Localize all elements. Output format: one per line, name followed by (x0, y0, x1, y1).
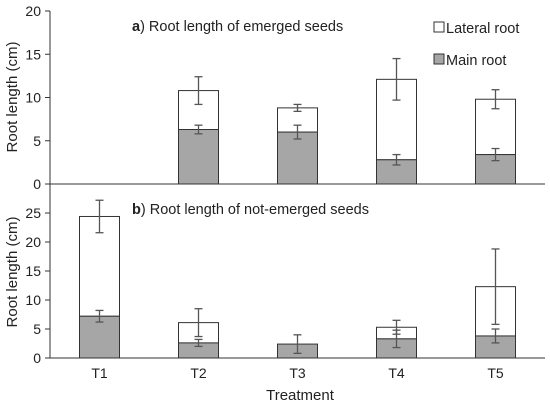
panel-b-y-tick-label: 20 (25, 234, 41, 250)
legend-swatch-main-root (433, 53, 445, 65)
y-axis-title-a: Root length (cm) (4, 42, 21, 153)
panel-a-error-bar-total-T5 (491, 89, 500, 110)
panel-b-y-tick-label: 0 (33, 350, 41, 366)
panel-b-letter: b (132, 202, 141, 218)
panel-a-error-bar-main-root-T5 (491, 147, 500, 162)
panel-a-title: a) Root length of emerged seeds (132, 19, 343, 35)
panel-a-y-ticks: 0 5 10 15 20 (25, 3, 50, 192)
x-tick-labels: T1 T2 T3 T4 T5 (91, 365, 504, 381)
panel-b-error-bar-total-T1 (95, 199, 104, 234)
panel-a: 0 5 10 15 20 a) Root length of emerged seeds (25, 3, 545, 192)
panel-b-y-tick-label: 10 (25, 292, 41, 308)
panel-a-error-bar-main-root-T2 (194, 124, 203, 135)
x-tick-label-T2: T2 (190, 365, 207, 381)
panel-b-title: b) Root length of not-emerged seeds (132, 202, 369, 218)
panel-a-bar-main-root-T2 (178, 129, 219, 185)
panel-a-error-bar-main-root-T3 (293, 124, 302, 140)
x-tick-label-T5: T5 (487, 365, 504, 381)
panel-b-y-tick-label: 25 (25, 205, 41, 221)
panel-a-error-bar-total-T2 (194, 76, 203, 106)
legend: Lateral root Main root (433, 21, 519, 69)
panel-b-error-bar-main-root-T1 (95, 309, 104, 323)
panel-a-bar-main-root-T3 (277, 131, 318, 185)
panel-a-y-tick-label: 0 (33, 176, 41, 192)
panel-b: 0 5 10 15 20 25 b) Root length of not-emerged… (25, 184, 545, 366)
panel-b-title-text: ) Root length of not-emerged seeds (141, 202, 369, 218)
panel-b-bars (79, 199, 516, 359)
panel-a-y-tick-label: 5 (33, 133, 41, 149)
x-tick-label-T1: T1 (91, 365, 108, 381)
panel-b-error-bar-main-root-T3 (293, 334, 302, 355)
panel-a-title-text: ) Root length of emerged seeds (140, 19, 343, 35)
x-tick-label-T4: T4 (388, 365, 405, 381)
panel-b-y-tick-label: 5 (33, 321, 41, 337)
panel-a-error-bar-main-root-T4 (392, 153, 401, 166)
panel-a-y-tick-label: 10 (25, 90, 41, 106)
panel-a-error-bar-total-T3 (293, 103, 302, 112)
legend-label-lateral-root: Lateral root (446, 21, 519, 37)
panel-b-error-bar-total-T4 (392, 319, 401, 335)
panel-a-error-bar-total-T4 (392, 57, 401, 101)
panel-b-y-tick-label: 15 (25, 263, 41, 279)
y-axis-title-b: Root length (cm) (4, 217, 21, 328)
panel-a-y-tick-label: 15 (25, 46, 41, 62)
panel-b-bar-main-root-T1 (79, 315, 120, 359)
panel-a-letter: a (132, 19, 141, 35)
panel-b-error-bar-total-T2 (194, 308, 203, 338)
panel-b-error-bar-main-root-T2 (194, 338, 203, 348)
legend-label-main-root: Main root (446, 53, 506, 69)
panel-a-y-tick-label: 20 (25, 3, 41, 19)
x-axis-title: Treatment (266, 387, 335, 404)
panel-a-bars (178, 57, 516, 185)
x-tick-label-T3: T3 (289, 365, 306, 381)
legend-swatch-lateral-root (433, 21, 445, 33)
panel-b-error-bar-total-T5 (491, 248, 500, 326)
panel-b-error-bar-main-root-T5 (491, 328, 500, 344)
panel-b-y-ticks: 0 5 10 15 20 25 (25, 205, 50, 366)
